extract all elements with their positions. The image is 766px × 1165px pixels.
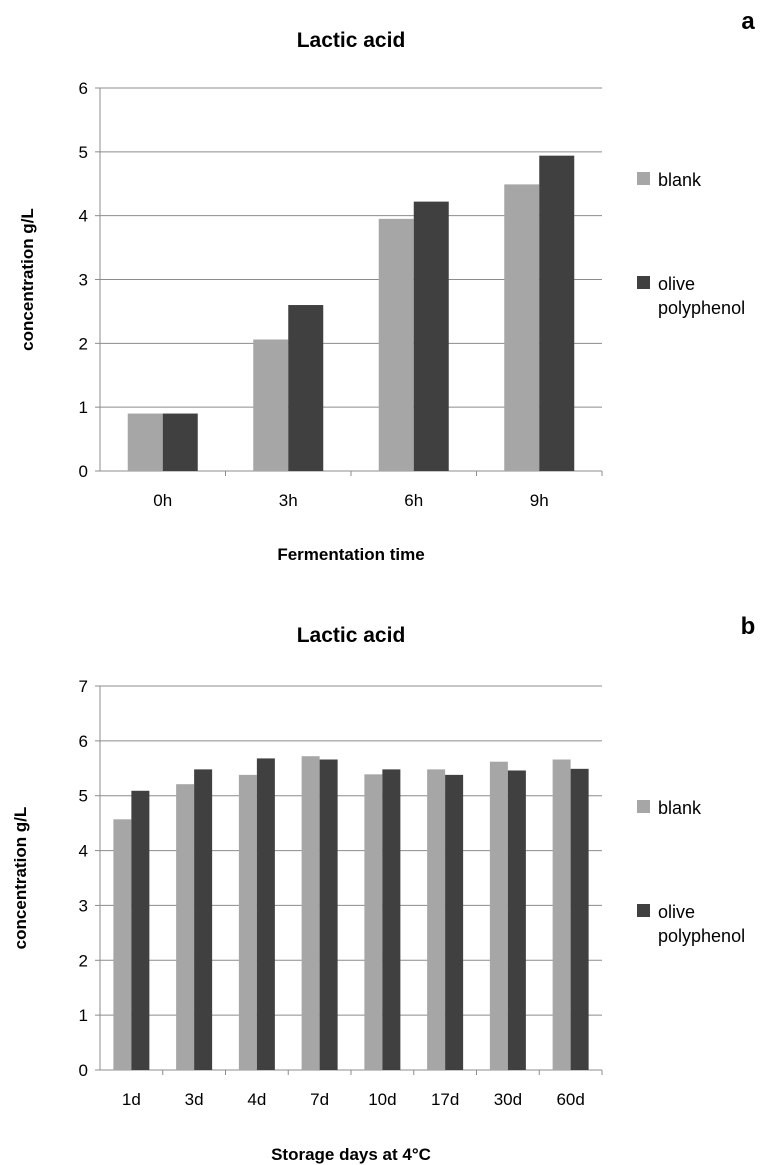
chart-title: Lactic acid	[297, 624, 406, 647]
bar-olive-polyphenol-4d	[256, 758, 275, 1070]
x-tick-label: 3h	[279, 491, 298, 510]
bar-blank-60d	[552, 759, 571, 1070]
bar-olive-polyphenol-7d	[319, 759, 338, 1070]
panel-label: a	[741, 8, 755, 35]
bar-blank-30d	[489, 761, 508, 1070]
panel-label: b	[741, 613, 756, 640]
legend-label-olive-polyphenol: olive polyphenol	[658, 902, 745, 946]
y-tick-label: 6	[79, 79, 88, 98]
x-tick-label: 10d	[368, 1090, 396, 1109]
chart-panel-a: Lactic acid a 0 1 2 3 4 5 6 0h 3h 6h 9h Fermentation …	[18, 8, 755, 564]
y-axis-title: concentration g/L	[18, 208, 37, 351]
bar-olive-polyphenol-1d	[131, 790, 150, 1070]
bar-blank-6h	[378, 218, 414, 471]
bar-olive-polyphenol-10d	[382, 769, 401, 1070]
legend-label-olive-polyphenol: olive polyphenol	[658, 274, 745, 318]
x-axis-title: Storage days at 4°C	[271, 1145, 431, 1164]
bar-olive-polyphenol-60d	[570, 768, 589, 1070]
y-tick-label: 3	[79, 896, 88, 915]
bar-olive-polyphenol-0h	[162, 413, 198, 471]
bar-olive-polyphenol-6h	[413, 201, 449, 471]
legend-swatch-blank	[637, 800, 650, 813]
y-tick-label: 4	[79, 207, 88, 226]
y-tick-label: 0	[79, 1061, 88, 1080]
bar-blank-4d	[238, 774, 257, 1070]
bar-blank-9h	[504, 184, 540, 471]
y-tick-label: 2	[79, 334, 88, 353]
x-tick-label: 9h	[530, 491, 549, 510]
y-tick-label: 2	[79, 951, 88, 970]
bar-blank-10d	[364, 774, 383, 1070]
bar-blank-3d	[176, 784, 195, 1070]
bar-blank-3h	[253, 339, 289, 471]
y-tick-label: 5	[79, 143, 88, 162]
bar-blank-0h	[127, 413, 163, 471]
x-tick-label: 30d	[494, 1090, 522, 1109]
legend-label-blank: blank	[658, 170, 702, 190]
chart-panel-b: Lactic acid b 0 1 2 3 4 5 6 7 1d 3d 4d 7d 10d 17d 30d 60d…	[11, 613, 755, 1164]
y-tick-label: 5	[79, 787, 88, 806]
y-tick-label: 7	[79, 677, 88, 696]
x-axis-title: Fermentation time	[277, 545, 424, 564]
bar-olive-polyphenol-3d	[194, 769, 213, 1070]
y-tick-label: 1	[79, 1006, 88, 1025]
x-tick-label: 7d	[310, 1090, 329, 1109]
y-tick-label: 6	[79, 732, 88, 751]
bar-blank-17d	[427, 769, 446, 1070]
legend-label-blank: blank	[658, 798, 702, 818]
legend-swatch-olive-polyphenol	[637, 276, 650, 289]
x-tick-label: 17d	[431, 1090, 459, 1109]
y-tick-label: 4	[79, 842, 88, 861]
y-tick-label: 0	[79, 462, 88, 481]
x-tick-label: 1d	[122, 1090, 141, 1109]
bar-blank-7d	[301, 756, 320, 1070]
bar-olive-polyphenol-17d	[445, 774, 464, 1070]
y-tick-label: 3	[79, 271, 88, 290]
y-tick-label: 1	[79, 398, 88, 417]
x-tick-label: 3d	[185, 1090, 204, 1109]
x-tick-label: 6h	[404, 491, 423, 510]
x-tick-label: 4d	[247, 1090, 266, 1109]
legend-swatch-blank	[637, 172, 650, 185]
bar-olive-polyphenol-30d	[507, 770, 526, 1070]
x-tick-label: 0h	[153, 491, 172, 510]
legend-swatch-olive-polyphenol	[637, 904, 650, 917]
y-axis-title: concentration g/L	[11, 807, 30, 950]
x-tick-label: 60d	[556, 1090, 584, 1109]
bar-olive-polyphenol-9h	[539, 155, 575, 471]
bar-blank-1d	[113, 819, 132, 1070]
chart-title: Lactic acid	[297, 29, 406, 52]
bar-olive-polyphenol-3h	[288, 305, 324, 471]
